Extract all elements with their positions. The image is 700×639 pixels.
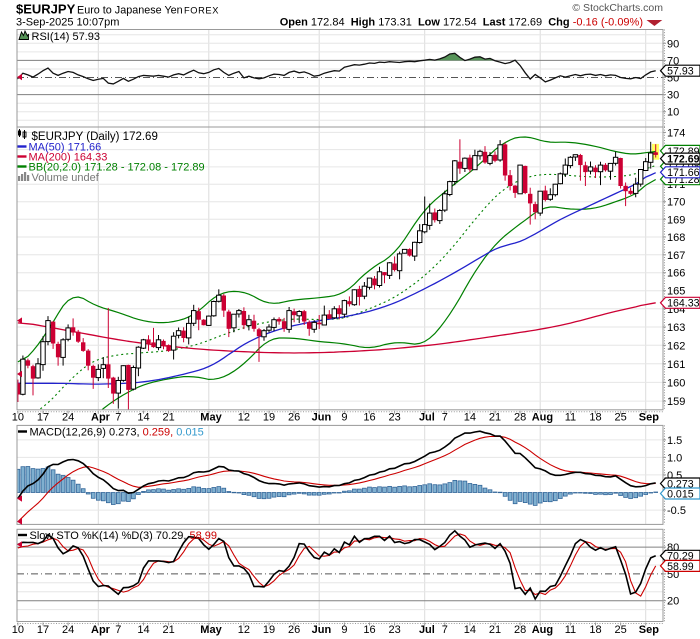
svg-text:10: 10 (667, 107, 679, 119)
svg-text:169: 169 (667, 214, 685, 226)
svg-text:163: 163 (667, 322, 685, 334)
svg-text:Apr: Apr (91, 624, 111, 636)
svg-text:167: 167 (667, 250, 685, 262)
svg-text:$EURJPY (Daily) 172.69: $EURJPY (Daily) 172.69 (32, 131, 158, 143)
svg-text:30: 30 (667, 90, 679, 102)
svg-text:$EURJPY: $EURJPY (16, 2, 76, 17)
svg-text:170: 170 (667, 197, 685, 209)
svg-text:7: 7 (442, 624, 448, 636)
svg-text:14: 14 (137, 412, 149, 424)
svg-text:168: 168 (667, 232, 685, 244)
svg-text:171.66: 171.66 (667, 167, 700, 179)
svg-text:11: 11 (565, 412, 576, 424)
svg-text:© StockCharts.com: © StockCharts.com (572, 2, 663, 14)
svg-text:21: 21 (162, 412, 174, 424)
svg-text:1.0: 1.0 (667, 452, 682, 464)
svg-text:21: 21 (162, 624, 174, 636)
svg-text:161: 161 (667, 359, 685, 371)
svg-text:162: 162 (667, 340, 685, 352)
svg-text:10: 10 (12, 624, 24, 636)
svg-text:14: 14 (137, 624, 149, 636)
svg-text:BB(20,2.0) 171.28 - 172.08 - 1: BB(20,2.0) 171.28 - 172.08 - 172.89 (29, 162, 205, 174)
svg-text:Aug: Aug (532, 624, 553, 636)
svg-text:10: 10 (12, 412, 24, 424)
svg-text:Jul: Jul (419, 412, 435, 424)
svg-text:16: 16 (363, 624, 375, 636)
svg-text:May: May (200, 412, 222, 424)
svg-text:26: 26 (288, 624, 300, 636)
svg-text:Jun: Jun (312, 624, 332, 636)
svg-text:58.99: 58.99 (667, 561, 694, 573)
svg-text:165: 165 (667, 286, 685, 298)
svg-text:70.29: 70.29 (667, 551, 694, 563)
svg-text:12: 12 (238, 412, 250, 424)
svg-text:MA(200) 164.33: MA(200) 164.33 (29, 152, 108, 164)
svg-text:3-Sep-2025 10:07pm: 3-Sep-2025 10:07pm (16, 17, 119, 29)
svg-text:Sep: Sep (639, 624, 659, 636)
svg-text:MACD(12,26,9) 0.273, 0.259, 0.: MACD(12,26,9) 0.273, 0.259, 0.015 (30, 427, 204, 439)
svg-text:7: 7 (115, 624, 121, 636)
svg-text:-0.5: -0.5 (667, 505, 686, 517)
svg-text:23: 23 (388, 412, 400, 424)
svg-text:Sep: Sep (639, 412, 659, 424)
svg-text:Aug: Aug (532, 412, 553, 424)
svg-text:Open 172.84 High 173.31 Low: Open 172.84 High 173.31 Low 172.54 Last … (280, 17, 643, 29)
svg-text:MA(50) 171.66: MA(50) 171.66 (29, 142, 102, 154)
svg-text:Apr: Apr (91, 412, 111, 424)
svg-text:0.015: 0.015 (667, 488, 694, 500)
svg-text:12: 12 (238, 624, 250, 636)
svg-text:7: 7 (115, 412, 121, 424)
svg-text:Volume undef: Volume undef (32, 172, 100, 184)
svg-text:57.93: 57.93 (667, 66, 694, 78)
svg-text:14: 14 (464, 412, 476, 424)
svg-text:18: 18 (589, 624, 601, 636)
svg-text:21: 21 (489, 412, 501, 424)
svg-text:174: 174 (667, 127, 685, 139)
svg-text:28: 28 (514, 412, 526, 424)
svg-text:Jun: Jun (312, 412, 332, 424)
svg-text:17: 17 (37, 624, 49, 636)
svg-text:Euro to Japanese Yen: Euro to Japanese Yen (77, 5, 183, 17)
svg-text:16: 16 (363, 412, 375, 424)
svg-text:9: 9 (341, 624, 347, 636)
svg-text:11: 11 (565, 624, 576, 636)
svg-text:70: 70 (667, 55, 679, 67)
svg-text:24: 24 (62, 624, 74, 636)
svg-text:9: 9 (341, 412, 347, 424)
svg-text:Jul: Jul (419, 624, 435, 636)
svg-text:25: 25 (614, 624, 626, 636)
svg-text:166: 166 (667, 268, 685, 280)
svg-text:24: 24 (62, 412, 74, 424)
svg-text:14: 14 (464, 624, 476, 636)
svg-text:21: 21 (489, 624, 501, 636)
svg-text:19: 19 (263, 624, 275, 636)
svg-text:17: 17 (37, 412, 49, 424)
svg-text:28: 28 (514, 624, 526, 636)
svg-text:172.69: 172.69 (667, 154, 700, 166)
svg-text:159: 159 (667, 396, 685, 408)
svg-text:FOREX: FOREX (184, 6, 219, 16)
svg-text:164.33: 164.33 (667, 298, 700, 310)
svg-text:160: 160 (667, 377, 685, 389)
svg-text:Slow STO %K(14) %D(3) 70.29, 5: Slow STO %K(14) %D(3) 70.29, 58.99 (30, 530, 218, 542)
svg-text:23: 23 (388, 624, 400, 636)
svg-text:20: 20 (667, 596, 679, 608)
svg-text:19: 19 (263, 412, 275, 424)
svg-text:RSI(14) 57.93: RSI(14) 57.93 (32, 31, 100, 43)
svg-text:May: May (200, 624, 222, 636)
svg-text:18: 18 (589, 412, 601, 424)
svg-text:90: 90 (667, 38, 679, 50)
svg-text:7: 7 (442, 412, 448, 424)
svg-text:1.5: 1.5 (667, 435, 682, 447)
svg-text:26: 26 (288, 412, 300, 424)
svg-text:25: 25 (614, 412, 626, 424)
